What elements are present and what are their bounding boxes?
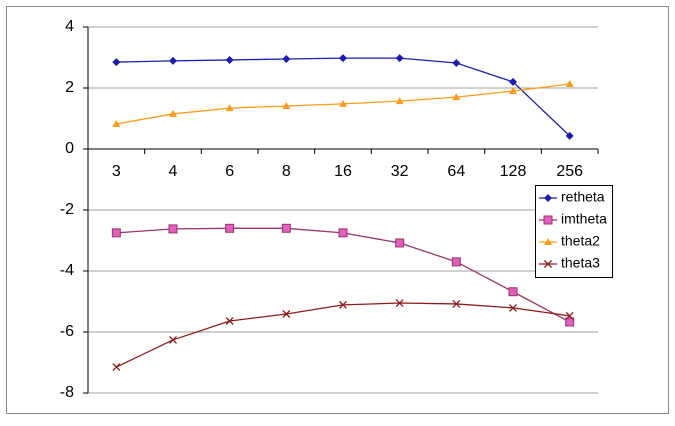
legend-label: theta3 (561, 255, 600, 271)
data-point (282, 101, 291, 109)
data-point (395, 54, 404, 63)
data-point (565, 317, 575, 327)
data-point (395, 97, 404, 105)
data-point (169, 56, 177, 65)
y-tick-label: 2 (65, 79, 74, 96)
data-point (339, 54, 347, 63)
data-point (339, 300, 347, 309)
x-tick-label: 256 (556, 163, 583, 180)
data-point (282, 310, 291, 318)
data-point (452, 299, 461, 308)
x-tick-label: 64 (447, 163, 465, 180)
data-point (565, 131, 574, 140)
data-point (225, 104, 234, 112)
y-tick-label: 4 (65, 18, 74, 35)
data-point (169, 335, 177, 344)
data-point (508, 287, 518, 297)
legend-label: retheta (561, 189, 605, 205)
legend-marker (544, 194, 552, 202)
data-point (395, 238, 405, 248)
y-tick-label: -8 (60, 384, 74, 401)
x-tick-label: 4 (169, 163, 178, 180)
y-tick-label: 0 (65, 140, 74, 157)
data-point (395, 299, 404, 307)
data-point (451, 257, 461, 267)
data-point (112, 119, 121, 127)
y-tick-label: -6 (60, 323, 74, 340)
data-point (509, 303, 517, 312)
y-tick-label: -4 (60, 262, 74, 279)
data-point (168, 224, 178, 234)
legend-marker (544, 260, 552, 268)
data-point (225, 55, 234, 64)
data-point (112, 58, 121, 67)
x-tick-label: 32 (391, 163, 409, 180)
data-point (338, 228, 348, 238)
data-point (452, 93, 461, 101)
x-tick-label: 8 (282, 163, 291, 180)
legend-label: theta2 (561, 233, 600, 249)
legend-label: imtheta (561, 211, 607, 227)
data-point (509, 77, 517, 86)
y-tick-label: -2 (60, 201, 74, 218)
data-point (225, 223, 235, 233)
data-point (281, 223, 291, 233)
legend-marker (544, 238, 552, 245)
data-point (509, 87, 517, 95)
data-point (112, 363, 121, 372)
data-point (111, 228, 121, 238)
data-point (282, 55, 291, 64)
data-point (225, 317, 234, 325)
data-point (169, 109, 177, 117)
x-tick-label: 128 (500, 163, 527, 180)
data-point (452, 58, 461, 67)
x-tick-label: 6 (225, 163, 234, 180)
data-point (565, 311, 574, 320)
x-tick-label: 3 (112, 163, 121, 180)
data-point (565, 80, 574, 88)
x-tick-label: 16 (334, 163, 352, 180)
legend-marker (543, 215, 553, 225)
data-point (339, 99, 347, 107)
